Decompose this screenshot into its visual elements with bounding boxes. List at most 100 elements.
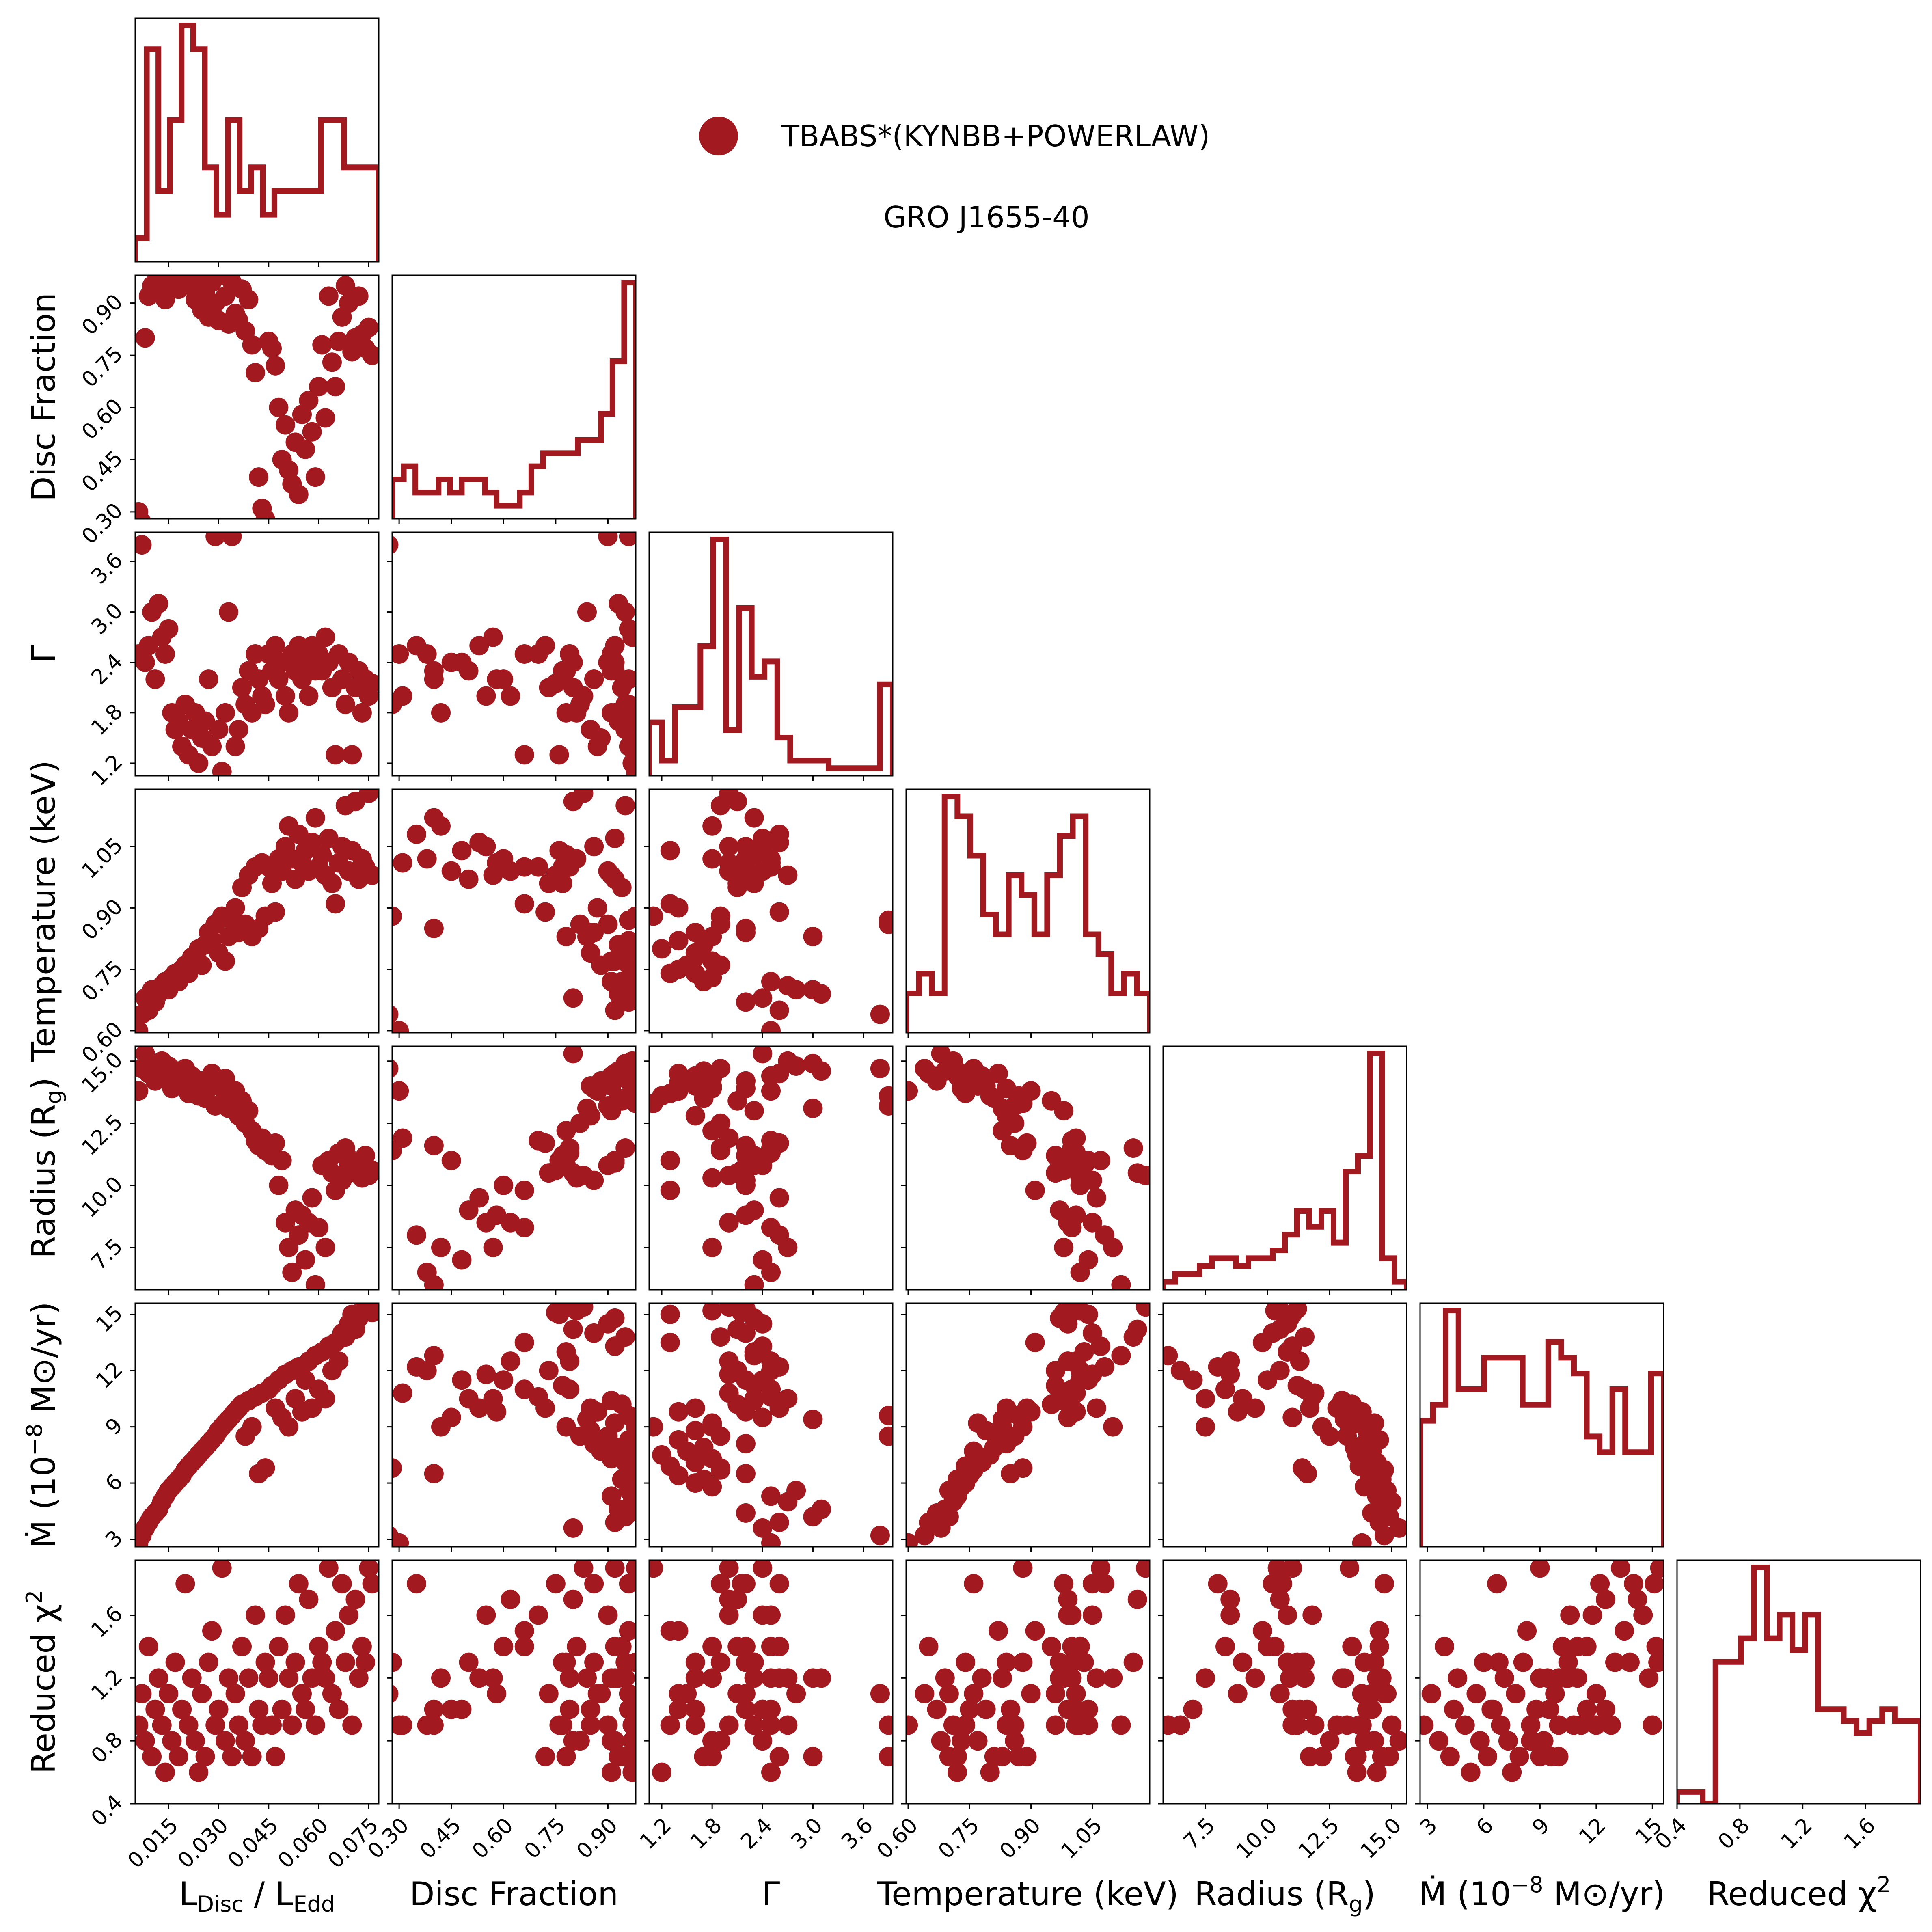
scatter-point — [245, 363, 265, 382]
scatter-point — [727, 1589, 747, 1609]
scatter-point — [501, 1351, 520, 1371]
scatter-point — [155, 1762, 175, 1782]
scatter-point — [803, 1746, 823, 1766]
scatter-point — [1639, 1668, 1659, 1688]
scatter-point — [619, 1621, 636, 1641]
scatter-point — [1517, 1621, 1537, 1641]
scatter-point — [289, 1574, 309, 1594]
scatter-point — [135, 1081, 149, 1101]
scatter-point — [1013, 1652, 1033, 1672]
scatter-point — [392, 1526, 399, 1545]
x-tick-label: 9 — [1528, 1813, 1554, 1840]
scatter-point — [560, 1668, 580, 1688]
scatter-point — [598, 914, 618, 934]
scatter-point — [753, 1336, 773, 1356]
scatter-point — [1347, 1762, 1367, 1782]
scatter-point — [879, 910, 893, 930]
scatter-point — [732, 1574, 751, 1594]
scatter-point — [702, 1168, 722, 1188]
scatter-point — [212, 762, 232, 776]
scatter-point — [329, 1699, 349, 1719]
scatter-point — [319, 1560, 339, 1578]
scatter-point — [483, 865, 503, 885]
scatter-point — [219, 602, 239, 622]
scatter-point — [997, 1652, 1017, 1672]
scatter-point — [195, 1746, 215, 1766]
scatter-point — [222, 1746, 242, 1766]
scatter-point — [778, 1715, 798, 1735]
scatter-point — [189, 753, 209, 773]
scatter-point — [1586, 1715, 1606, 1735]
panel-frame — [134, 1302, 380, 1548]
panel-frame — [905, 1302, 1151, 1548]
scatter-point — [556, 1121, 576, 1141]
x-tick-label: 12 — [1574, 1813, 1610, 1849]
scatter-point — [452, 1250, 472, 1270]
panel-chi2-vs-disc_fraction: 0.30 0.45 0.60 0.75 0.90 — [363, 1559, 637, 1864]
scatter-point — [1377, 1684, 1397, 1704]
scatter-point — [1530, 1668, 1550, 1688]
scatter-point — [135, 652, 155, 672]
scatter-point — [359, 317, 379, 337]
y-tick-label: 7.5 — [86, 1234, 127, 1275]
scatter-point — [168, 1746, 188, 1766]
scatter-point — [1601, 1715, 1621, 1735]
scatter-point — [736, 1652, 756, 1672]
scatter-point — [431, 1237, 451, 1257]
scatter-point — [812, 984, 831, 1004]
scatter-point — [1369, 1621, 1389, 1641]
scatter-point — [296, 439, 315, 459]
panel-chi2-vs-radius: 7.5 10.0 12.5 15.0 — [1158, 1559, 1407, 1864]
y-tick-label: 3 — [101, 1526, 127, 1552]
scatter-point — [155, 290, 175, 309]
panel-frame — [391, 274, 637, 520]
scatter-point — [305, 1275, 325, 1290]
scatter-point — [1070, 1168, 1090, 1188]
scatter-point — [660, 894, 680, 914]
scatter-point — [1078, 1370, 1098, 1390]
scatter-point — [992, 1668, 1012, 1688]
scatter-point — [335, 1652, 355, 1672]
scatter-point — [335, 695, 355, 715]
scatter-point — [948, 1061, 967, 1081]
scatter-point — [669, 1684, 689, 1704]
scatter-point — [710, 1138, 730, 1158]
scatter-point — [392, 1081, 409, 1101]
scatter-point — [1340, 1560, 1360, 1578]
panel-frame — [905, 1559, 1151, 1805]
y-axis-label-radius: Radius (Rg) — [25, 1077, 67, 1258]
y-tick-label: 0.60 — [77, 394, 127, 444]
scatter-point — [514, 1621, 534, 1641]
scatter-point — [302, 422, 322, 442]
scatter-point — [424, 808, 444, 828]
scatter-point — [1287, 1652, 1307, 1672]
scatter-point — [660, 1621, 680, 1641]
panel-gamma-vs-ldisc: 1.2 1.8 2.4 3.0 3.6 — [86, 531, 380, 791]
scatter-point — [602, 1486, 621, 1506]
scatter-point — [282, 1263, 302, 1282]
scatter-point — [1208, 1574, 1228, 1594]
scatter-point — [514, 857, 534, 877]
scatter-point — [229, 720, 248, 740]
scatter-point — [424, 1464, 444, 1483]
scatter-point — [1135, 1166, 1150, 1185]
scatter-point — [1111, 1346, 1131, 1366]
scatter-point — [494, 1370, 514, 1390]
scatter-point — [312, 845, 332, 865]
scatter-point — [514, 745, 534, 765]
scatter-point — [736, 1402, 756, 1422]
scatter-point — [1046, 1684, 1066, 1704]
panel-content — [906, 1303, 1150, 1547]
scatter-point — [393, 1715, 412, 1735]
scatter-point — [501, 1589, 520, 1609]
scatter-point — [694, 1469, 714, 1489]
scatter-point — [549, 841, 569, 861]
scatter-point — [192, 955, 212, 975]
panel-frame — [1676, 1559, 1921, 1805]
scatter-point — [761, 1217, 781, 1237]
scatter-point — [1290, 1699, 1310, 1719]
scatter-point — [570, 1731, 590, 1751]
scatter-point — [202, 736, 222, 756]
scatter-point — [1435, 1636, 1454, 1656]
scatter-point — [1327, 1715, 1347, 1735]
